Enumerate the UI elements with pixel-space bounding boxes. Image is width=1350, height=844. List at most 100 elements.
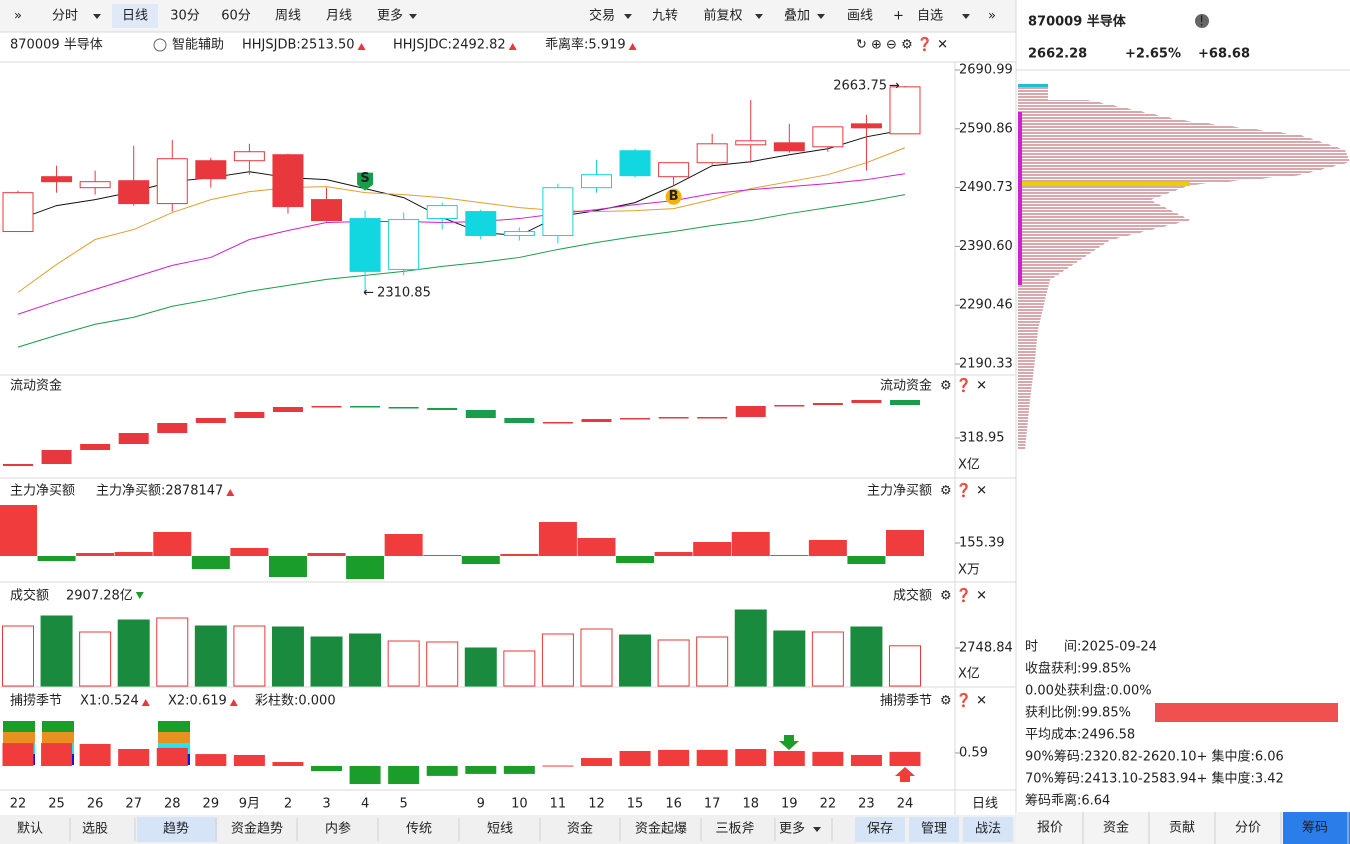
toolbar-icons[interactable]: ↻ ⊕ ⊖ ⚙ ❓ ✕ (856, 37, 948, 53)
dropdown-caret[interactable] (409, 14, 417, 19)
bar (619, 751, 651, 766)
x-tick-label: 22 (820, 797, 837, 812)
ma-line (17, 194, 906, 348)
bar (41, 743, 73, 766)
bar (195, 754, 227, 766)
chip-range (1018, 112, 1022, 285)
unit-label: X万 (958, 563, 980, 578)
period-label: 日线 (972, 797, 998, 812)
panel-icons[interactable]: ⚙ ❓ ✕ (940, 378, 987, 394)
toolbar-button[interactable]: 交易 (589, 8, 615, 24)
bar (851, 400, 882, 403)
tab-active (112, 4, 158, 28)
bottom-tab[interactable]: 选股 (82, 822, 108, 837)
expand-icon[interactable]: » (988, 9, 996, 24)
side-tab[interactable]: 筹码 (1302, 820, 1328, 836)
x-tick-label: 27 (125, 797, 142, 812)
bottom-tab[interactable]: 资金趋势 (231, 821, 283, 837)
dropdown-caret[interactable] (962, 14, 970, 19)
side-tab[interactable]: 资金 (1103, 820, 1129, 836)
candle-body (619, 150, 651, 177)
info-icon[interactable] (1195, 14, 1209, 28)
bar (118, 749, 150, 766)
bottom-tab[interactable]: 资金起爆 (635, 821, 687, 837)
bar (577, 537, 616, 556)
high-label: 2663.75 (833, 78, 887, 93)
action-bg (855, 817, 905, 842)
signal-label: B (669, 189, 679, 204)
panel-icons[interactable]: ⚙ ❓ ✕ (940, 588, 987, 604)
toolbar-button[interactable]: 周线 (275, 9, 301, 24)
value-label: 主力净买额:2878147 (96, 484, 223, 499)
bottom-tab[interactable]: 趋势 (163, 821, 189, 837)
bottom-tab[interactable]: 内参 (325, 821, 351, 837)
dropdown-caret[interactable] (93, 14, 101, 19)
toolbar-button[interactable]: 前复权 (703, 8, 742, 24)
side-tab[interactable]: 分价 (1235, 821, 1261, 836)
bar (41, 450, 72, 464)
toolbar-button[interactable]: 日线 (122, 9, 148, 24)
assist[interactable]: 智能辅助 (172, 38, 224, 53)
candle-body (735, 140, 767, 146)
toolbar-button[interactable]: 分时 (52, 9, 78, 24)
bar (811, 631, 844, 687)
panel-icons[interactable]: ⚙ ❓ ✕ (940, 693, 987, 709)
bar (268, 555, 307, 577)
bar (79, 631, 112, 687)
bar (619, 634, 652, 687)
candle-body (118, 180, 150, 205)
bar (271, 626, 304, 687)
dropdown-caret[interactable] (813, 827, 821, 832)
bar (542, 765, 574, 767)
y-tick-label: 155.39 (959, 535, 1005, 550)
panel-title: 主力净买额 (10, 484, 75, 499)
candle-body (41, 176, 73, 183)
y-tick-label: 2190.33 (959, 357, 1013, 372)
chip-info: 获利比例:99.85% (1025, 706, 1131, 721)
toolbar-button[interactable]: 60分 (221, 9, 251, 24)
bar (696, 636, 729, 687)
dropdown-caret[interactable] (624, 14, 632, 19)
dropdown-caret[interactable] (817, 14, 825, 19)
bottom-tab[interactable]: 更多 (779, 821, 805, 837)
candle-body (850, 123, 882, 129)
collapse-icon[interactable]: » (14, 9, 22, 24)
indicator: X1:0.524 (80, 694, 139, 709)
candle-body (773, 142, 805, 152)
bottom-tab[interactable]: 默认 (17, 821, 43, 837)
bar (79, 743, 111, 766)
indicator: 彩柱数:0.000 (255, 694, 336, 709)
y-tick-label: 0.59 (959, 745, 988, 760)
toolbar-button[interactable]: 叠加 (784, 9, 810, 24)
action-button[interactable]: 战法 (975, 822, 1001, 837)
signal-marker (665, 188, 682, 205)
bottom-tab[interactable]: 资金 (567, 821, 593, 837)
toolbar-button[interactable]: 更多 (377, 8, 403, 24)
bar (464, 647, 497, 687)
action-button[interactable]: 管理 (921, 822, 947, 837)
bottom-tab[interactable]: 三板斧 (715, 822, 754, 837)
bar (40, 615, 73, 687)
x-tick-label: 23 (858, 797, 875, 812)
panel-icons[interactable]: ⚙ ❓ ✕ (940, 483, 987, 499)
action-button[interactable]: 保存 (867, 822, 893, 837)
ma-line (17, 147, 906, 293)
toolbar-button[interactable]: 30分 (170, 9, 200, 24)
bar (697, 417, 728, 419)
bar (658, 749, 690, 766)
toolbar-button[interactable]: 九转 (652, 9, 678, 24)
toolbar-button[interactable]: 月线 (326, 9, 352, 24)
ma-line (17, 129, 906, 237)
ma-line (17, 173, 906, 315)
candle-body (79, 181, 111, 189)
bottom-tab[interactable]: 短线 (487, 822, 513, 837)
side-tab[interactable]: 报价 (1037, 821, 1063, 836)
side-tab[interactable]: 贡献 (1169, 821, 1195, 836)
indicator: HHJSJDC:2492.82 (393, 38, 506, 53)
bar (850, 626, 883, 687)
bar (388, 765, 420, 785)
bottom-tab[interactable]: 传统 (406, 822, 432, 837)
toolbar-button[interactable]: 画线 (847, 9, 873, 24)
toolbar-button[interactable]: 自选 (917, 9, 943, 24)
dropdown-caret[interactable] (755, 14, 763, 19)
